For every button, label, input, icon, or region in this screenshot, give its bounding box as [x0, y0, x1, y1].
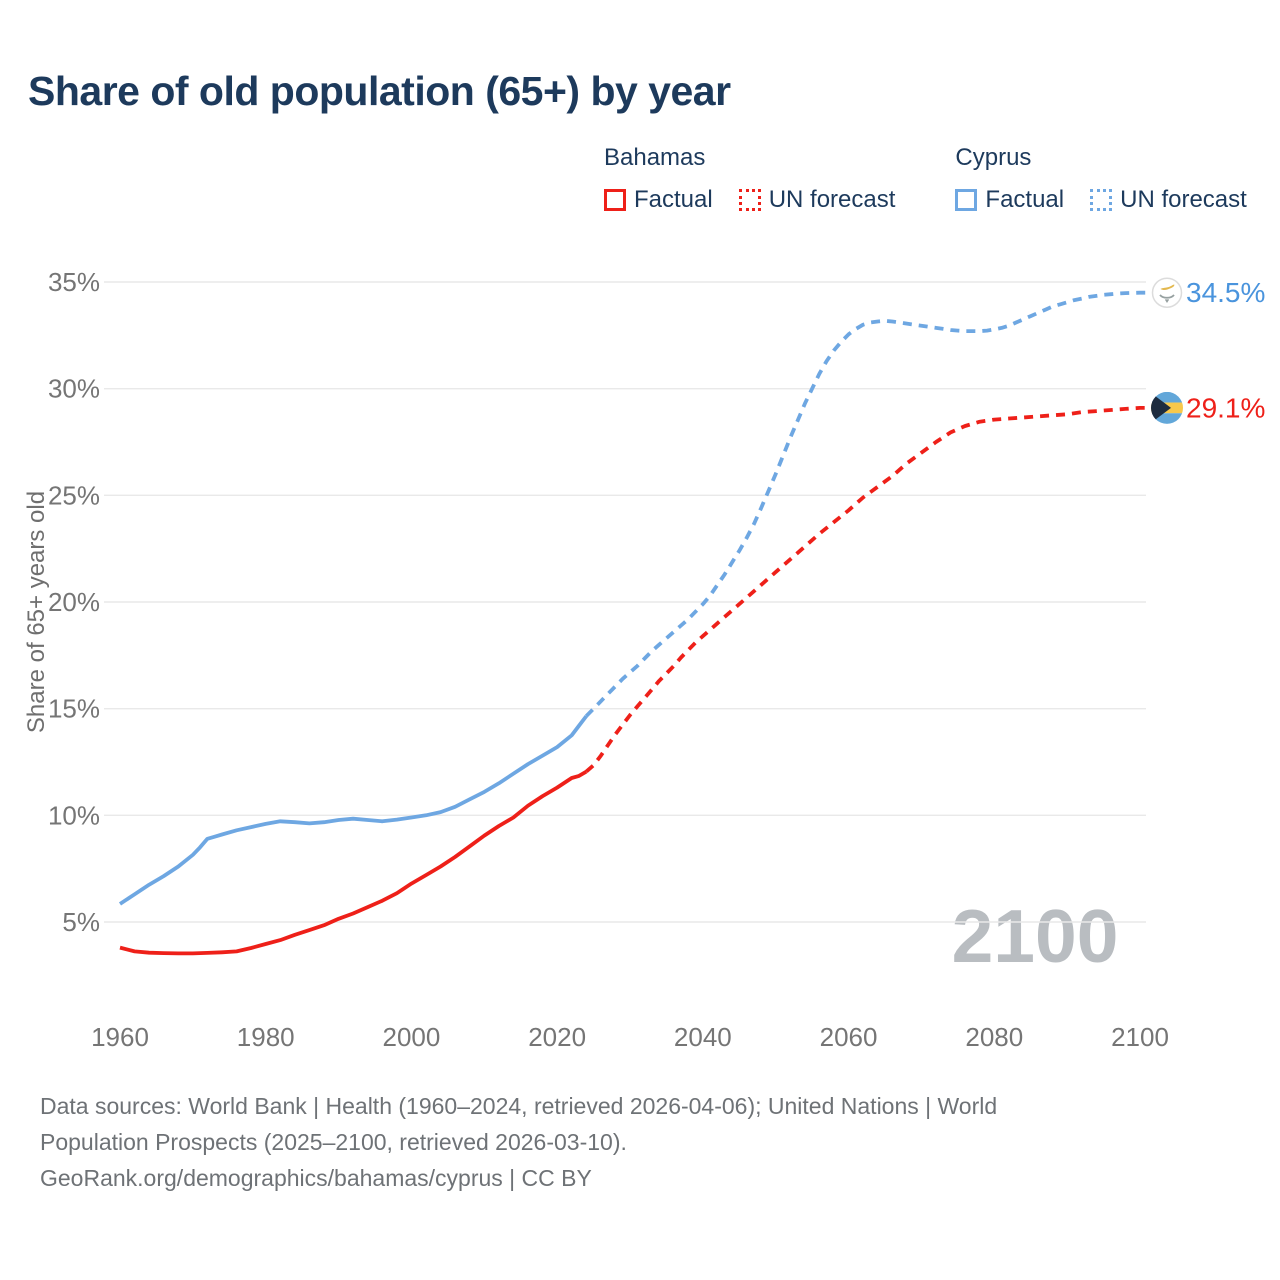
x-tick-label: 2040: [674, 1022, 732, 1052]
legend-item-label: UN forecast: [1120, 186, 1247, 213]
legend-item-bahamas-factual[interactable]: Factual: [604, 186, 713, 214]
page-title: Share of old population (65+) by year: [28, 68, 731, 114]
watermark-year: 2100: [952, 894, 1119, 978]
footer-line: Data sources: World Bank | Health (1960–…: [40, 1093, 998, 1119]
legend-group-name-bahamas: Bahamas: [604, 144, 706, 171]
legend-group-bahamas: Bahamas Factual UN forecast: [604, 144, 895, 214]
legend-item-bahamas-un-forecast[interactable]: UN forecast: [738, 186, 896, 214]
cyprus-factual-swatch-icon: [955, 189, 978, 211]
bahamas-factual-swatch-icon: [604, 189, 626, 211]
legend-group-cyprus: Cyprus Factual UN forecast: [955, 144, 1247, 214]
y-tick-label: 30%: [48, 374, 100, 404]
cyprus-un-forecast-line[interactable]: [584, 290, 1153, 718]
bahamas-un-forecast-line[interactable]: [585, 406, 1153, 774]
y-tick-label: 25%: [48, 480, 100, 510]
x-tick-label: 2080: [965, 1022, 1023, 1052]
x-tick-label: 2100: [1111, 1022, 1169, 1052]
cyprus-forecast-swatch-icon: [1090, 189, 1113, 211]
legend: Bahamas Factual UN forecast Cyprus Factu…: [604, 144, 1247, 214]
y-tick-label: 15%: [48, 694, 100, 724]
cyprus-factual-line[interactable]: [118, 714, 588, 906]
y-tick-label: 35%: [48, 267, 100, 297]
y-tick-label: 5%: [62, 907, 100, 937]
legend-item-label: UN forecast: [768, 186, 896, 213]
bahamas-flag-icon: [1151, 391, 1183, 424]
bahamas-forecast-swatch-icon: [738, 189, 761, 211]
x-tick-label: 2020: [528, 1022, 586, 1052]
y-tick-label: 10%: [48, 800, 100, 830]
bahamas-factual-line[interactable]: [119, 769, 588, 956]
x-tick-label: 1960: [91, 1022, 149, 1052]
cyprus-end-value-label: 34.5%: [1186, 277, 1265, 308]
bahamas-end-value-label: 29.1%: [1186, 392, 1265, 423]
x-tick-label: 1980: [237, 1022, 295, 1052]
cyprus-flag-icon: [1151, 277, 1183, 308]
y-axis-title: Share of 65+ years old: [23, 491, 50, 733]
legend-item-label: Factual: [985, 186, 1065, 213]
data-sources-footer: Data sources: World Bank | Health (1960–…: [40, 1088, 997, 1196]
legend-item-cyprus-factual[interactable]: Factual: [955, 186, 1064, 214]
legend-item-cyprus-un-forecast[interactable]: UN forecast: [1090, 186, 1247, 214]
y-tick-label: 20%: [48, 587, 100, 617]
legend-item-label: Factual: [634, 186, 713, 213]
x-tick-label: 2000: [383, 1022, 441, 1052]
x-tick-label: 2060: [820, 1022, 878, 1052]
footer-link-line[interactable]: GeoRank.org/demographics/bahamas/cyprus …: [40, 1165, 592, 1191]
legend-group-name-cyprus: Cyprus: [955, 144, 1032, 171]
footer-line: Population Prospects (2025–2100, retriev…: [40, 1129, 627, 1155]
